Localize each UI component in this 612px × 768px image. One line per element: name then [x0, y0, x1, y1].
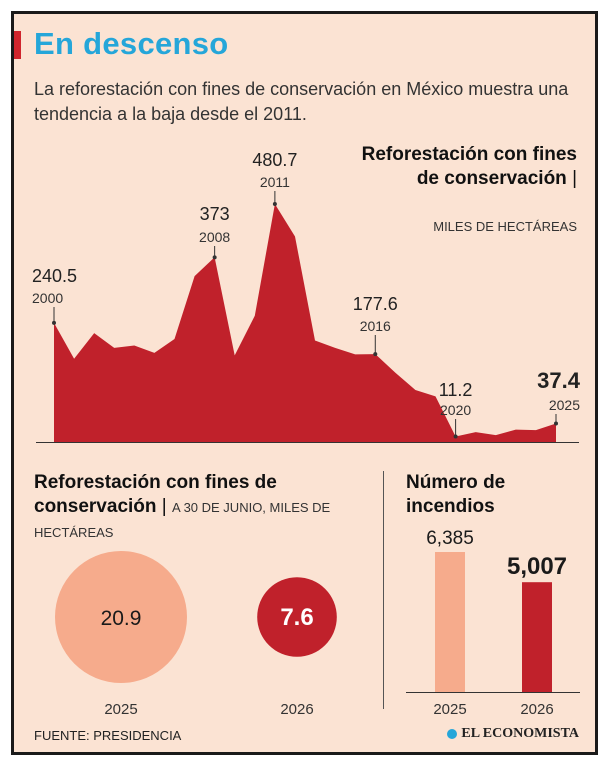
bar-2025 — [435, 552, 465, 692]
bar-year-2025: 2025 — [433, 701, 466, 718]
bubble-year-2026: 2026 — [280, 701, 313, 718]
bubble-year-2025: 2025 — [104, 701, 137, 718]
annotation-value-2016: 177.6 — [353, 294, 398, 314]
bar-value-2026: 5,007 — [507, 553, 567, 580]
infographic-card: En descenso La reforestación con fines d… — [11, 11, 598, 755]
annotation-value-2008: 373 — [200, 204, 230, 224]
annotation-year-2020: 2020 — [440, 402, 471, 418]
annotation-year-2025: 2025 — [549, 397, 580, 413]
bubble-panel-unit: A 30 DE JUNIO, MILES DE HECTÁREAS — [34, 500, 331, 540]
annotation-dot-2011 — [272, 202, 277, 206]
bar-panel-title: Número de incendios — [406, 472, 506, 517]
annotation-dot-2016 — [373, 352, 378, 357]
page-title: En descenso — [34, 26, 229, 61]
annotation-year-2011: 2011 — [260, 174, 290, 190]
logo-text: EL ECONOMISTA — [461, 726, 579, 741]
title-separator: | — [572, 168, 577, 189]
bubble-value-2025: 20.9 — [101, 607, 142, 630]
publisher-logo: EL ECONOMISTA — [447, 726, 579, 742]
annotation-dot-2000 — [52, 320, 56, 325]
annotation-dot-2025 — [554, 421, 558, 426]
annotation-value-2011: 480.7 — [252, 150, 297, 170]
source-note: FUENTE: PRESIDENCIA — [34, 728, 182, 743]
annotation-value-2020: 11.2 — [439, 380, 473, 400]
bar-value-2025: 6,385 — [426, 528, 474, 549]
bubble-panel-title-text: Reforestación con fines de conservación — [34, 472, 277, 517]
area-series — [54, 204, 556, 442]
page-subtitle: La reforestación con fines de conservaci… — [34, 79, 569, 124]
area-chart-unit: MILES DE HECTÁREAS — [433, 219, 577, 234]
panel-divider — [383, 471, 384, 709]
reforestation-area-chart: 240.5 2000 373 2008 480.7 2011 177.6 2016 11.2 20… — [32, 150, 581, 443]
bubble-2026 — [257, 577, 337, 657]
bottom-charts: 20.9 2025 7.6 2026 6,385 2025 5,007 2026 — [55, 528, 580, 718]
annotation-value-2025: 37.4 — [537, 368, 581, 393]
title-accent-bar — [14, 31, 21, 59]
annotation-dot-2020 — [453, 434, 458, 439]
bubble-2025 — [55, 551, 187, 683]
title-separator: | — [161, 496, 167, 517]
bubble-panel-title: Reforestación con fines de conservación … — [34, 471, 374, 545]
logo-dot-icon — [447, 729, 458, 739]
bar-2026 — [522, 582, 552, 692]
annotation-year-2016: 2016 — [360, 318, 391, 334]
annotation-year-2000: 2000 — [32, 290, 63, 306]
area-chart-title: Reforestación con fines de conservación … — [357, 143, 577, 191]
area-chart-title-text: Reforestación con fines de conservación — [361, 144, 577, 189]
bar-year-2026: 2026 — [520, 701, 553, 718]
annotation-dot-2008 — [212, 255, 217, 260]
bubble-value-2026: 7.6 — [280, 604, 313, 631]
annotation-year-2008: 2008 — [199, 229, 230, 245]
annotation-value-2000: 240.5 — [32, 266, 77, 286]
